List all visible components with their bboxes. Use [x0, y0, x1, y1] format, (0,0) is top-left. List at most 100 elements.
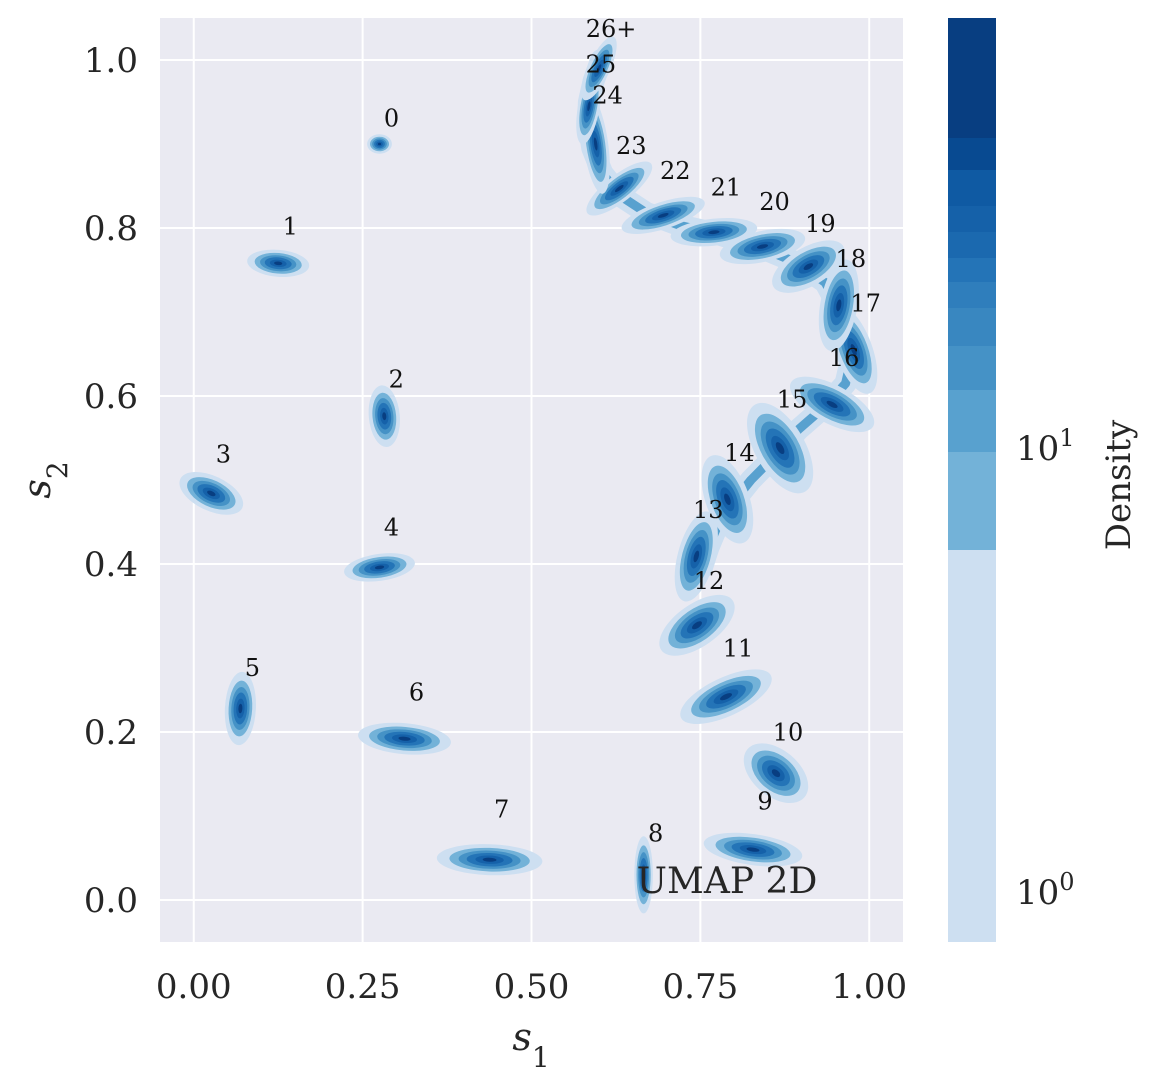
- cluster-blob: [581, 36, 617, 101]
- cluster-contour-5: [850, 344, 857, 356]
- y-tick-label: 0.4: [84, 545, 138, 585]
- cluster-label: 7: [494, 796, 509, 824]
- cluster-contour-5: [692, 621, 702, 630]
- cluster-contour-5: [756, 244, 769, 249]
- cluster-contour-5: [708, 230, 720, 235]
- cluster-blob: [179, 472, 244, 515]
- colorbar-band: [948, 390, 996, 452]
- cluster-contour-5: [642, 869, 645, 880]
- cluster-label: 18: [836, 245, 867, 273]
- cluster-blob: [747, 402, 814, 494]
- cluster-blob: [358, 722, 451, 755]
- cluster-blob: [659, 594, 735, 656]
- colorbar-band: [948, 18, 996, 138]
- x-tick-label: 0.75: [663, 967, 739, 1007]
- cluster-blob: [368, 385, 400, 448]
- cluster-blob: [818, 259, 859, 352]
- y-tick-label: 0.6: [84, 377, 138, 417]
- y-tick-labels: 0.0 0.2 0.4 0.6 0.8 1.0: [84, 41, 138, 921]
- cluster-label: 4: [384, 514, 399, 542]
- cluster-label: 21: [711, 174, 742, 202]
- cluster-label: 6: [409, 678, 424, 706]
- cluster-label: 25: [586, 51, 617, 79]
- cluster-contour-5: [803, 263, 814, 271]
- colorbar-band: [948, 346, 996, 390]
- cluster-label: 2: [389, 365, 404, 393]
- cluster-label: 5: [245, 654, 260, 682]
- cluster-blob: [621, 196, 705, 234]
- colorbar-tick-label: 100: [1016, 868, 1075, 913]
- cluster-contour-5: [724, 493, 731, 506]
- colorbar-band: [948, 170, 996, 206]
- cluster-blob: [772, 240, 845, 293]
- cluster-contour-5: [826, 400, 838, 409]
- cluster-label: 14: [724, 439, 755, 467]
- cluster-contour-5: [398, 736, 411, 741]
- cluster-label: 15: [777, 386, 808, 414]
- colorbar-band: [948, 258, 996, 282]
- colorbar-tick-label: 101: [1016, 424, 1075, 469]
- cluster-label: 9: [757, 787, 772, 815]
- y-tick-label: 0.0: [84, 881, 138, 921]
- cluster-label: 8: [648, 819, 663, 847]
- x-tick-label: 0.50: [494, 967, 570, 1007]
- cluster-label: 19: [805, 210, 836, 238]
- cluster-contour-5: [593, 137, 598, 151]
- x-axis-title: s1: [512, 1015, 549, 1074]
- x-tick-label: 0.00: [156, 967, 232, 1007]
- cluster-contour-5: [596, 64, 602, 73]
- cluster-contour-5: [771, 769, 781, 778]
- cluster-blob: [789, 376, 875, 433]
- cluster-label: 10: [773, 718, 804, 746]
- colorbar-band: [948, 232, 996, 258]
- colorbar-band: [948, 206, 996, 232]
- cluster-contour-5: [746, 847, 760, 852]
- cluster-label: 24: [592, 81, 623, 109]
- x-tick-label: 0.25: [325, 967, 401, 1007]
- x-tick-labels: 0.00 0.25 0.50 0.75 1.00: [156, 967, 907, 1007]
- colorbar-tick-labels: 100 101: [1016, 424, 1075, 913]
- cluster-labels: 0123456789101112131415161718192021222324…: [216, 15, 881, 847]
- cluster-label: 20: [759, 188, 790, 216]
- grid-lines: [160, 18, 903, 942]
- cluster-contour-5: [836, 299, 842, 312]
- y-axis-title: s2: [15, 461, 74, 498]
- cluster-label: 1: [283, 212, 298, 240]
- cluster-blob: [703, 832, 803, 867]
- cluster-contour-5: [374, 565, 385, 570]
- cluster-blob: [670, 218, 758, 247]
- cluster-label: 17: [850, 290, 881, 318]
- cluster-blob: [247, 249, 310, 278]
- cluster-blob: [743, 743, 809, 804]
- cluster-contour-5: [657, 212, 669, 218]
- colorbar-band: [948, 452, 996, 550]
- y-tick-label: 0.8: [84, 209, 138, 249]
- cluster-blob: [586, 161, 653, 216]
- cluster-contour-5: [720, 693, 732, 701]
- cluster-blob: [224, 671, 256, 746]
- colorbar-band: [948, 282, 996, 308]
- cluster-label: 26+: [586, 15, 637, 43]
- y-tick-label: 0.2: [84, 713, 138, 753]
- cluster-label: 22: [660, 157, 691, 185]
- colorbar-title: Density: [1099, 419, 1139, 550]
- cluster-label: 16: [829, 344, 860, 372]
- cluster-contour-5: [614, 184, 624, 193]
- colorbar-band: [948, 138, 996, 170]
- y-tick-label: 1.0: [84, 41, 138, 81]
- cluster-label: 12: [694, 567, 725, 595]
- colorbar-band: [948, 308, 996, 346]
- cluster-blob: [634, 836, 653, 914]
- colorbar: [948, 18, 996, 942]
- colorbar-band: [948, 550, 996, 942]
- cluster-blob: [436, 844, 543, 876]
- cluster-label: 23: [616, 132, 647, 160]
- cluster-contour-5: [207, 490, 216, 497]
- cluster-blob: [680, 669, 772, 725]
- cluster-blob: [674, 511, 718, 602]
- cluster-label: 0: [384, 104, 399, 132]
- density-clusters: [179, 36, 878, 914]
- cluster-contour-5: [775, 442, 785, 455]
- cluster-blob: [701, 455, 754, 544]
